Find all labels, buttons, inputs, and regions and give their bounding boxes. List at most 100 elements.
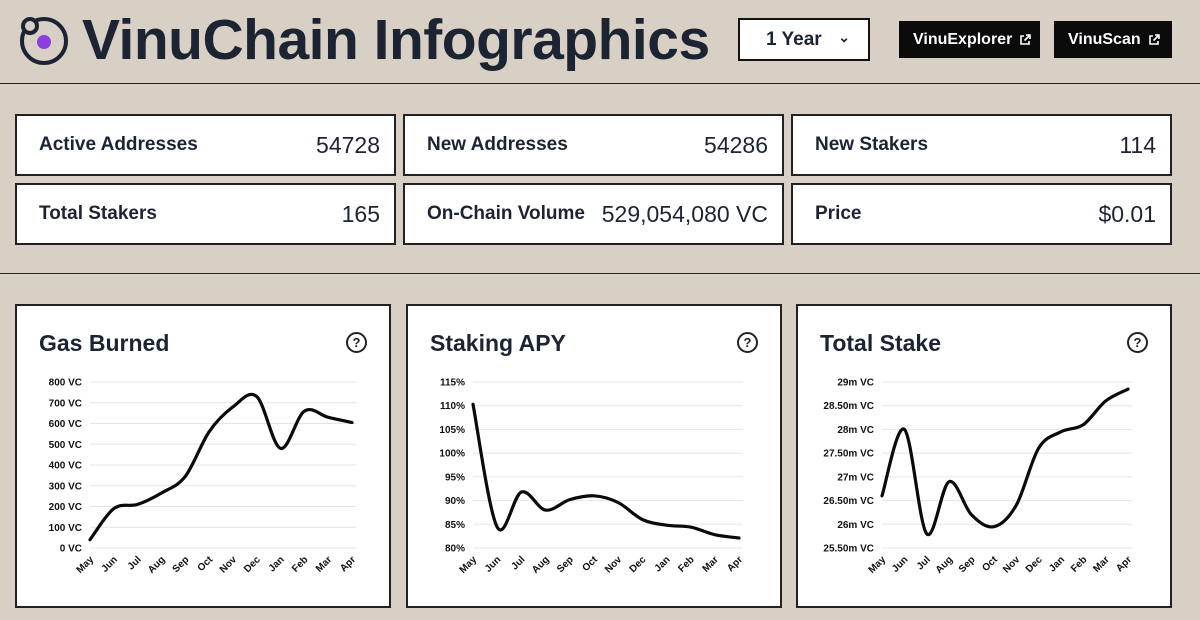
x-tick-label: Jul <box>915 554 933 572</box>
y-tick-label: 26.50m VC <box>823 496 874 507</box>
stat-value: 54728 <box>316 131 380 158</box>
stat-label: Active Addresses <box>39 134 198 155</box>
x-tick-label: Apr <box>1114 554 1134 574</box>
x-tick-label: Aug <box>146 554 168 576</box>
chart-title: Staking APY <box>430 330 566 356</box>
y-tick-label: 26m VC <box>837 520 874 531</box>
x-tick-label: Dec <box>628 554 649 575</box>
y-tick-label: 110% <box>440 401 465 412</box>
y-tick-label: 300 VC <box>49 481 82 492</box>
y-tick-label: 27.50m VC <box>823 449 874 460</box>
stat-value: $0.01 <box>1098 200 1156 227</box>
y-tick-label: 0 VC <box>60 544 82 555</box>
y-tick-label: 100 VC <box>49 523 82 534</box>
gas-burned-chart: 0 VC 100 VC 200 VC 300 VC 400 VC 500 VC 600 VC… <box>49 378 359 576</box>
stat-label: New Addresses <box>427 134 568 155</box>
y-tick-label: 28.50m VC <box>823 401 874 412</box>
y-tick-label: 600 VC <box>49 419 82 430</box>
x-tick-label: Nov <box>218 554 239 575</box>
stat-value: 54286 <box>704 131 768 158</box>
y-tick-label: 25.50m VC <box>823 544 874 555</box>
stat-label: Total Stakers <box>39 203 157 224</box>
x-tick-label: Feb <box>676 554 696 574</box>
x-tick-label: Jan <box>653 554 673 574</box>
x-tick-label: May <box>458 554 480 576</box>
period-select-value: 1 Year <box>766 28 822 50</box>
series-line <box>88 392 354 542</box>
x-tick-label: May <box>867 554 889 576</box>
chevron-down-icon: ⌄ <box>838 29 850 45</box>
stat-card-total-stakers: Total Stakers 165 <box>15 183 396 245</box>
chart-title: Gas Burned <box>39 330 170 356</box>
external-link-icon <box>1020 33 1032 45</box>
period-select[interactable]: 1 Year ⌄ <box>738 18 870 61</box>
series-line <box>880 387 1130 537</box>
x-tick-label: May <box>75 554 97 576</box>
help-icon[interactable]: ? <box>346 332 367 353</box>
x-tick-label: Oct <box>580 554 600 574</box>
x-tick-label: Apr <box>338 554 358 574</box>
stat-value: 114 <box>1119 131 1156 158</box>
chart-card-gas-burned: 0 VC 100 VC 200 VC 300 VC 400 VC 500 VC 600 VC… <box>15 304 391 608</box>
help-icon[interactable]: ? <box>1127 332 1148 353</box>
x-tick-label: Sep <box>171 554 192 575</box>
help-icon[interactable]: ? <box>737 332 758 353</box>
stat-card-new-stakers: New Stakers 114 <box>791 114 1172 176</box>
x-tick-label: Aug <box>934 554 956 576</box>
x-tick-label: Sep <box>555 554 576 575</box>
external-link-icon <box>1148 33 1160 45</box>
y-tick-label: 200 VC <box>49 502 82 513</box>
chart-card-staking-apy: 80% 85% 90% 95% 100% 105% 110% 115% May Jun Jul Aug… <box>406 304 782 608</box>
y-tick-label: 500 VC <box>49 440 82 451</box>
y-tick-label: 90% <box>445 496 465 507</box>
x-tick-label: Jun <box>483 554 503 574</box>
x-tick-label: Aug <box>530 554 552 576</box>
x-tick-label: Feb <box>290 554 310 574</box>
x-tick-label: Mar <box>701 554 721 574</box>
page-title: VinuChain Infographics <box>82 8 710 72</box>
vinuscan-label: VinuScan <box>1068 30 1141 48</box>
x-tick-label: Jan <box>1047 554 1067 574</box>
vinuexplorer-button[interactable]: VinuExplorer <box>899 21 1040 58</box>
stat-label: New Stakers <box>815 134 929 155</box>
x-tick-label: Jun <box>890 554 910 574</box>
y-tick-label: 29m VC <box>837 378 874 389</box>
stat-card-new-addresses: New Addresses 54286 <box>403 114 784 176</box>
y-tick-label: 95% <box>445 472 465 483</box>
stat-card-active-addresses: Active Addresses 54728 <box>15 114 396 176</box>
header: VinuChain Infographics 1 Year ⌄ VinuExpl… <box>0 0 1200 84</box>
x-tick-label: Nov <box>603 554 624 575</box>
x-tick-label: Oct <box>980 554 1000 574</box>
x-tick-label: Jul <box>126 554 144 572</box>
series-line <box>471 402 741 540</box>
y-tick-label: 80% <box>445 544 465 555</box>
stat-label: On-Chain Volume <box>427 203 585 224</box>
y-tick-label: 700 VC <box>49 398 82 409</box>
y-tick-label: 115% <box>440 378 465 389</box>
chart-title: Total Stake <box>820 330 941 356</box>
vinuchain-logo-icon <box>20 17 68 65</box>
x-tick-label: Feb <box>1069 554 1089 574</box>
y-tick-label: 27m VC <box>837 472 874 483</box>
x-tick-label: Sep <box>957 554 978 575</box>
stats-divider <box>0 273 1200 274</box>
y-tick-label: 105% <box>439 425 465 436</box>
stat-value: 529,054,080 VC <box>601 200 768 227</box>
chart-card-total-stake: 25.50m VC 26m VC 26.50m VC 27m VC 27.50m VC 2… <box>796 304 1172 608</box>
x-tick-label: Apr <box>725 554 745 574</box>
stat-card-price: Price $0.01 <box>791 183 1172 245</box>
y-tick-label: 100% <box>439 449 465 460</box>
stat-label: Price <box>815 203 862 224</box>
staking-apy-chart: 80% 85% 90% 95% 100% 105% 110% 115% May Jun Jul Aug… <box>439 378 745 576</box>
y-tick-label: 800 VC <box>49 378 82 389</box>
stat-card-on-chain-volume: On-Chain Volume 529,054,080 VC <box>403 183 784 245</box>
x-tick-label: Mar <box>314 554 334 574</box>
vinuscan-button[interactable]: VinuScan <box>1054 21 1172 58</box>
header-divider <box>0 83 1200 84</box>
x-tick-label: Nov <box>1001 554 1022 575</box>
x-tick-label: Jul <box>509 554 527 572</box>
y-tick-label: 400 VC <box>49 461 82 472</box>
total-stake-chart: 25.50m VC 26m VC 26.50m VC 27m VC 27.50m VC 2… <box>823 378 1134 576</box>
x-tick-label: Dec <box>242 554 263 575</box>
x-tick-label: Oct <box>196 554 216 574</box>
